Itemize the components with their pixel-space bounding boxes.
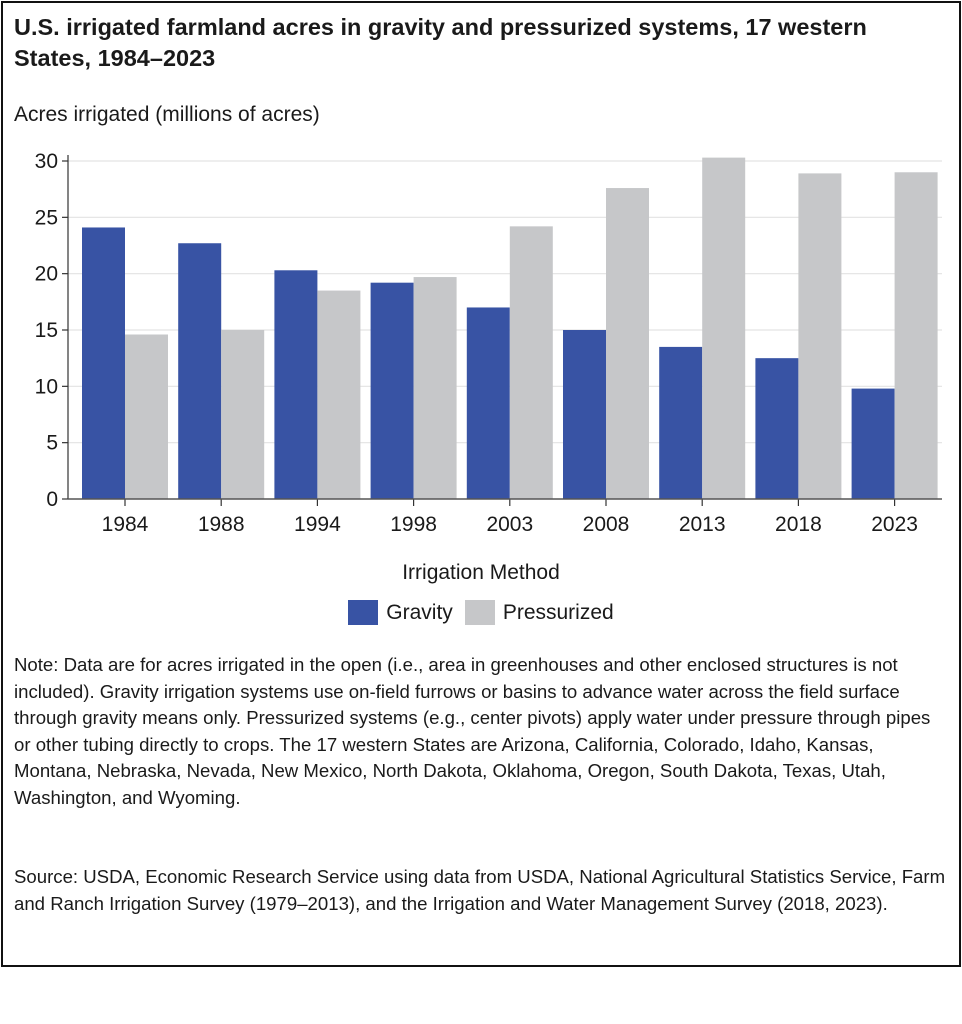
bar-pressurized-1988 [221,330,265,499]
bar-pressurized-2013 [702,157,746,499]
y-tick-label: 30 [35,150,58,173]
legend-swatch-pressurized [464,600,495,625]
x-tick-label: 1998 [390,513,437,536]
legend: Gravity Pressurized [0,600,962,625]
chart-source: Source: USDA, Economic Research Service … [14,866,946,914]
x-tick-label: 2013 [679,513,726,536]
bar-gravity-2003 [466,307,510,499]
legend-title: Irrigation Method [402,561,560,584]
x-tick-label: 2023 [871,513,918,536]
bar-gravity-1994 [274,270,318,499]
chart-title: U.S. irrigated farmland acres in gravity… [14,14,867,71]
y-tick-label: 5 [46,432,58,455]
x-tick-label: 2018 [775,513,822,536]
x-tick-label: 2003 [486,513,533,536]
legend-item-pressurized: Pressurized [464,600,614,625]
legend-label-pressurized: Pressurized [502,600,614,624]
bar-gravity-1988 [178,243,222,499]
bar-pressurized-2008 [606,188,649,500]
x-tick-label: 2008 [583,513,630,536]
x-tick-label: 1994 [294,513,341,536]
x-tick-label: 1984 [102,513,149,536]
chart-frame [1,1,961,967]
bar-pressurized-1984 [125,334,168,499]
bar-gravity-2018 [755,358,799,499]
legend-swatch-gravity [348,600,379,625]
bar-gravity-1998 [370,282,414,499]
bar-chart: 0 5 10 15 20 25 30 1984 1988 1994 1998 2003 2008 2013… [35,150,942,536]
y-axis-label: Acres irrigated (millions of acres) [14,103,320,126]
y-tick-label: 20 [35,263,58,286]
chart-note: Note: Data are for acres irrigated in th… [14,654,931,808]
y-tick-label: 25 [35,206,58,229]
bar-pressurized-1998 [413,277,457,499]
bar-gravity-2013 [659,346,703,499]
bar-gravity-1984 [82,227,125,499]
y-tick-label: 0 [46,488,58,511]
bar-gravity-2008 [563,330,606,499]
y-tick-label: 15 [35,319,58,342]
bar-pressurized-2023 [894,172,938,499]
legend-item-gravity: Gravity [348,600,453,625]
bar-pressurized-2018 [798,173,842,500]
legend-label-gravity: Gravity [386,600,453,624]
bar-pressurized-1994 [317,290,361,499]
y-tick-label: 10 [35,375,58,398]
bar-pressurized-2003 [509,226,553,499]
bar-gravity-2023 [851,388,895,499]
x-tick-label: 1988 [198,513,245,536]
